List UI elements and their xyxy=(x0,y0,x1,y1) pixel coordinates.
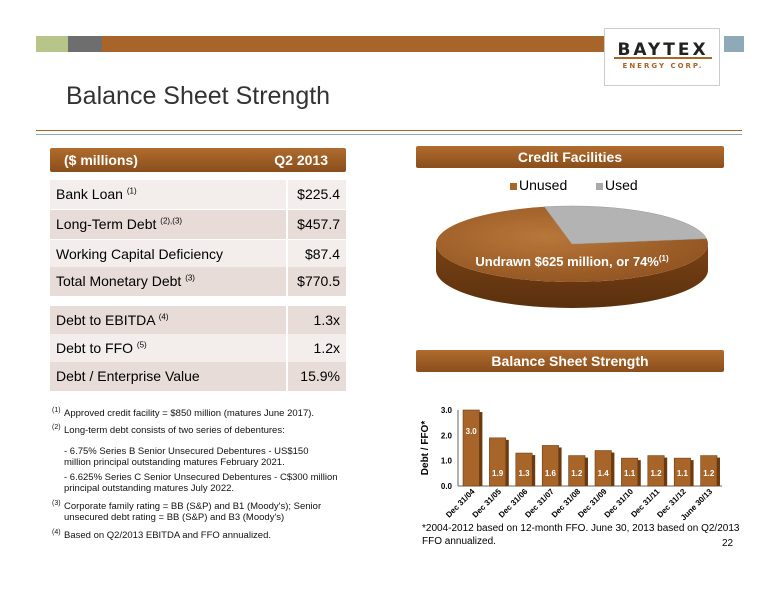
row-label: Total Monetary Debt xyxy=(56,273,182,289)
row-value: $770.5 xyxy=(288,267,346,296)
footnote-text: Corporate family rating = BB (S&P) and B… xyxy=(64,501,322,523)
row-footnote: (4) xyxy=(158,312,169,322)
table-row: Long-Term Debt (2),(3) $457.7 xyxy=(50,210,346,239)
legend-item-used: Used xyxy=(596,177,638,193)
pie-slice-used xyxy=(543,205,708,245)
y-tick-label: 2.0 xyxy=(441,431,453,440)
footnote-text: Based on Q2/2013 EBITDA and FFO annualiz… xyxy=(64,530,272,541)
table-header: ($ millions) Q2 2013 xyxy=(50,148,346,172)
pie-annotation: Undrawn $625 million, or 74%(1) xyxy=(475,254,669,269)
table-row: Bank Loan (1) $225.4 xyxy=(50,180,346,209)
row-value: $225.4 xyxy=(288,180,346,209)
row-footnote: (2),(3) xyxy=(160,216,183,226)
balance-sheet-header: Balance Sheet Strength xyxy=(416,350,724,372)
footnote-mark: (4) xyxy=(52,529,61,536)
pie-slice-unused xyxy=(436,206,708,282)
row-label: Working Capital Deficiency xyxy=(56,246,224,262)
y-tick-label: 1.0 xyxy=(441,457,453,466)
y-tick-label: 0.0 xyxy=(441,482,453,491)
legend-swatch xyxy=(596,182,603,190)
pie-side-unused xyxy=(436,244,708,308)
bar-value-label: 1.1 xyxy=(677,469,689,478)
bar xyxy=(462,409,480,487)
legend-swatch xyxy=(510,182,517,190)
row-value: $457.7 xyxy=(288,210,346,239)
logo-word: BAYTEX xyxy=(617,40,709,60)
bar-side xyxy=(690,460,694,486)
chart-note: *2004-2012 based on 12-month FFO. June 3… xyxy=(422,523,740,547)
footnote-2: (2) Long-term debt consists of two serie… xyxy=(52,424,352,436)
page-number: 22 xyxy=(722,538,734,549)
table-header-period: Q2 2013 xyxy=(274,152,328,168)
bar-value-label: 1.9 xyxy=(492,469,504,478)
bar-value-label: 1.2 xyxy=(650,469,662,478)
table-header-label: ($ millions) xyxy=(64,152,138,168)
row-footnote: (5) xyxy=(136,340,147,350)
bar-side xyxy=(664,457,668,486)
footnote-text: Long-term debt consists of two series of… xyxy=(64,425,285,436)
bar-side xyxy=(637,460,641,486)
bar xyxy=(647,455,665,487)
footnote-2b: - 6.625% Series C Senior Unsecured Deben… xyxy=(64,472,338,494)
bar-value-label: 1.3 xyxy=(518,469,530,478)
bar-side xyxy=(716,457,720,486)
row-footnote: (1) xyxy=(126,186,137,196)
table-row: Debt to FFO (5) 1.2x xyxy=(50,334,346,363)
bar-side xyxy=(479,412,483,486)
table-row: Debt to EBITDA (4) 1.3x xyxy=(50,306,346,335)
table-row: Debt / Enterprise Value 15.9% xyxy=(50,362,346,391)
header-band-green xyxy=(36,36,68,52)
credit-pie-chart: Undrawn $625 million, or 74%(1) xyxy=(436,205,708,308)
bar-value-label: 1.4 xyxy=(598,469,610,478)
bar xyxy=(673,457,691,487)
bar-value-label: 1.2 xyxy=(703,469,715,478)
bar-side xyxy=(505,439,509,486)
bar-side xyxy=(584,457,588,486)
bar xyxy=(541,445,559,487)
bar-value-label: 1.2 xyxy=(571,469,583,478)
legend-label: Used xyxy=(605,177,638,193)
y-tick-label: 3.0 xyxy=(441,406,453,415)
title-divider xyxy=(36,130,742,131)
table-row: Total Monetary Debt (3) $770.5 xyxy=(50,267,346,296)
legend-label: Unused xyxy=(519,177,568,193)
logo-rule xyxy=(614,57,712,59)
bar-side xyxy=(558,447,562,486)
bar-side xyxy=(611,452,615,486)
logo-subtitle: ENERGY CORP. xyxy=(622,62,704,70)
row-label: Bank Loan xyxy=(56,186,123,202)
header-band-grey xyxy=(68,36,102,52)
row-value: 15.9% xyxy=(288,362,346,391)
row-value: $87.4 xyxy=(288,240,346,269)
row-value: 1.2x xyxy=(288,334,346,363)
footnote-text: Approved credit facility = $850 million … xyxy=(64,408,315,419)
row-footnote: (3) xyxy=(185,273,195,283)
page-title: Balance Sheet Strength xyxy=(66,82,331,110)
footnote-2a: - 6.75% Series B Senior Unsecured Debent… xyxy=(64,446,309,468)
row-label: Debt to FFO xyxy=(56,340,134,356)
bar-value-label: 1.1 xyxy=(624,469,636,478)
bar-value-label: 1.6 xyxy=(545,469,557,478)
row-label: Long-Term Debt xyxy=(56,216,157,232)
footnote-mark: (2) xyxy=(52,424,61,431)
table-row: Working Capital Deficiency $87.4 xyxy=(50,240,346,269)
credit-facilities-header: Credit Facilities xyxy=(416,146,724,168)
legend-item-unused: Unused xyxy=(510,177,567,193)
bar-side xyxy=(532,455,536,486)
row-label: Debt / Enterprise Value xyxy=(56,368,200,384)
bar-value-label: 3.0 xyxy=(466,427,478,436)
footnote-4: (4) Based on Q2/2013 EBITDA and FFO annu… xyxy=(52,529,352,541)
footnote-mark: (1) xyxy=(52,407,61,414)
footnote-mark: (3) xyxy=(52,500,61,507)
header-band-brown xyxy=(102,36,604,52)
row-label: Debt to EBITDA xyxy=(56,312,155,328)
bar xyxy=(489,437,507,487)
footnote-1: (1) Approved credit facility = $850 mill… xyxy=(52,407,352,419)
y-axis-label: Debt / FFO* xyxy=(420,421,431,476)
footnote-3: (3) Corporate family rating = BB (S&P) a… xyxy=(52,500,352,523)
title-divider-2 xyxy=(36,134,742,135)
row-value: 1.3x xyxy=(288,306,346,335)
header-band-blue xyxy=(724,36,744,52)
